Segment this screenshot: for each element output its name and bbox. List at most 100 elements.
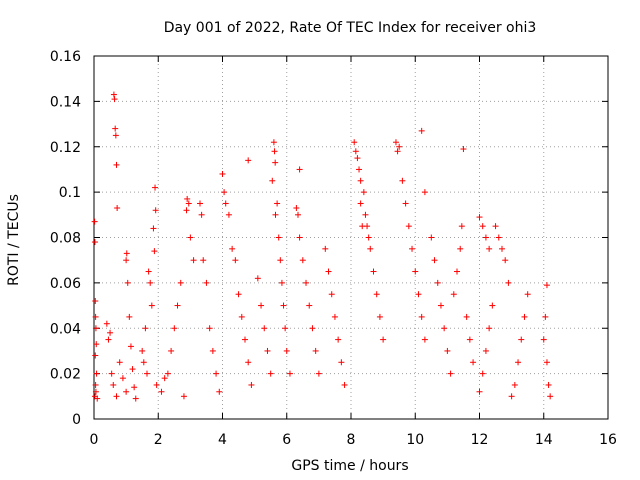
data-point [421,336,428,343]
data-point [206,325,213,332]
data-point [547,393,554,400]
data-point [492,223,499,230]
data-point [454,268,461,275]
x-tick-label: 0 [90,432,99,448]
data-point [185,200,192,207]
data-point [482,347,489,354]
data-point [145,268,152,275]
y-tick-label: 0.02 [50,367,81,383]
data-point [254,275,261,282]
data-point [293,205,300,212]
data-point [184,195,191,202]
data-point [524,291,531,298]
data-point [351,139,358,146]
data-point [190,257,197,264]
data-point [508,393,515,400]
y-tick-label: 0.16 [50,49,81,65]
data-point [112,132,119,139]
data-point [183,207,190,214]
data-point [111,96,118,103]
y-tick-label: 0.08 [50,231,81,247]
data-point [299,257,306,264]
data-point [495,234,502,241]
data-point [354,155,361,162]
data-point [357,200,364,207]
x-tick-labels: 0 2 4 6 8 10 12 14 16 [90,432,617,448]
data-point [272,159,279,166]
data-point [235,291,242,298]
data-point [450,291,457,298]
data-point [180,393,187,400]
data-point [107,329,114,336]
data-point [352,148,359,155]
data-point [380,336,387,343]
data-point [521,313,528,320]
y-tick-label: 0.04 [50,321,81,337]
data-point [171,325,178,332]
data-point [447,370,454,377]
data-point [148,302,155,309]
data-point [219,170,226,177]
data-point [367,245,374,252]
data-point [412,268,419,275]
data-point [431,257,438,264]
data-point [269,177,276,184]
x-tick-label: 6 [282,432,291,448]
data-point [306,302,313,309]
chart-title: Day 001 of 2022, Rate Of TEC Index for r… [164,20,537,36]
data-points [91,91,554,402]
data-point [241,336,248,343]
data-point [92,325,99,332]
x-tick-label: 4 [218,432,227,448]
data-point [505,279,512,286]
data-point [216,388,223,395]
data-point [418,127,425,134]
data-point [542,313,549,320]
data-point [296,166,303,173]
data-point [460,146,467,153]
data-point [434,279,441,286]
data-point [470,359,477,366]
data-point [518,336,525,343]
data-point [545,381,552,388]
axis-ticks [93,55,609,420]
data-point [479,370,486,377]
data-point [123,257,130,264]
data-point [92,298,99,305]
data-point [113,161,120,168]
data-point [123,388,130,395]
data-point [119,375,126,382]
data-point [150,225,157,232]
data-point [328,291,335,298]
data-point [325,268,332,275]
data-point [200,257,207,264]
data-point [396,143,403,150]
data-point [116,359,123,366]
data-point [108,370,115,377]
data-point [177,279,184,286]
data-point [93,341,100,348]
data-point [376,313,383,320]
data-point [203,279,210,286]
data-point [441,325,448,332]
x-tick-label: 8 [347,432,356,448]
data-point [222,200,229,207]
data-point [489,302,496,309]
data-point [113,393,120,400]
data-point [187,234,194,241]
data-point [357,177,364,184]
data-point [482,234,489,241]
data-point [331,313,338,320]
y-axis-label: ROTI / TECUs [6,194,22,286]
data-point [322,245,329,252]
data-point [110,381,117,388]
data-point [271,148,278,155]
data-point [153,381,160,388]
data-point [341,381,348,388]
y-tick-label: 0.12 [50,140,81,156]
data-point [274,200,281,207]
grid-lines [94,56,608,419]
data-point [370,268,377,275]
y-tick-labels: 0 0.02 0.04 0.06 0.08 0.1 0.12 0.14 0.16 [50,49,81,428]
